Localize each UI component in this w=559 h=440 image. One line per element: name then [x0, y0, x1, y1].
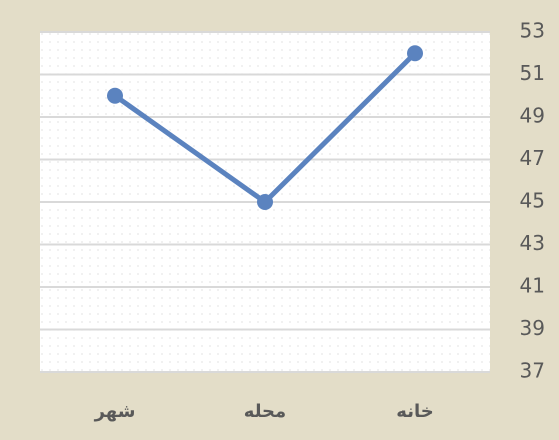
marker — [257, 194, 273, 210]
x-tick-label: خانه — [396, 401, 433, 422]
y-tick-label: 49 — [520, 104, 545, 128]
y-tick-label: 45 — [520, 189, 545, 213]
marker — [107, 87, 123, 104]
y-tick-label: 53 — [520, 19, 545, 43]
y-tick-label: 51 — [520, 61, 545, 85]
x-tick-label: شهر — [94, 401, 136, 422]
y-tick-label: 47 — [520, 146, 545, 170]
y-tick-label: 39 — [520, 316, 545, 340]
y-tick-label: 43 — [520, 231, 545, 255]
marker — [407, 45, 423, 62]
y-tick-label: 41 — [520, 274, 545, 298]
x-tick-label: محله — [244, 401, 286, 422]
y-tick-label: 37 — [520, 359, 545, 383]
